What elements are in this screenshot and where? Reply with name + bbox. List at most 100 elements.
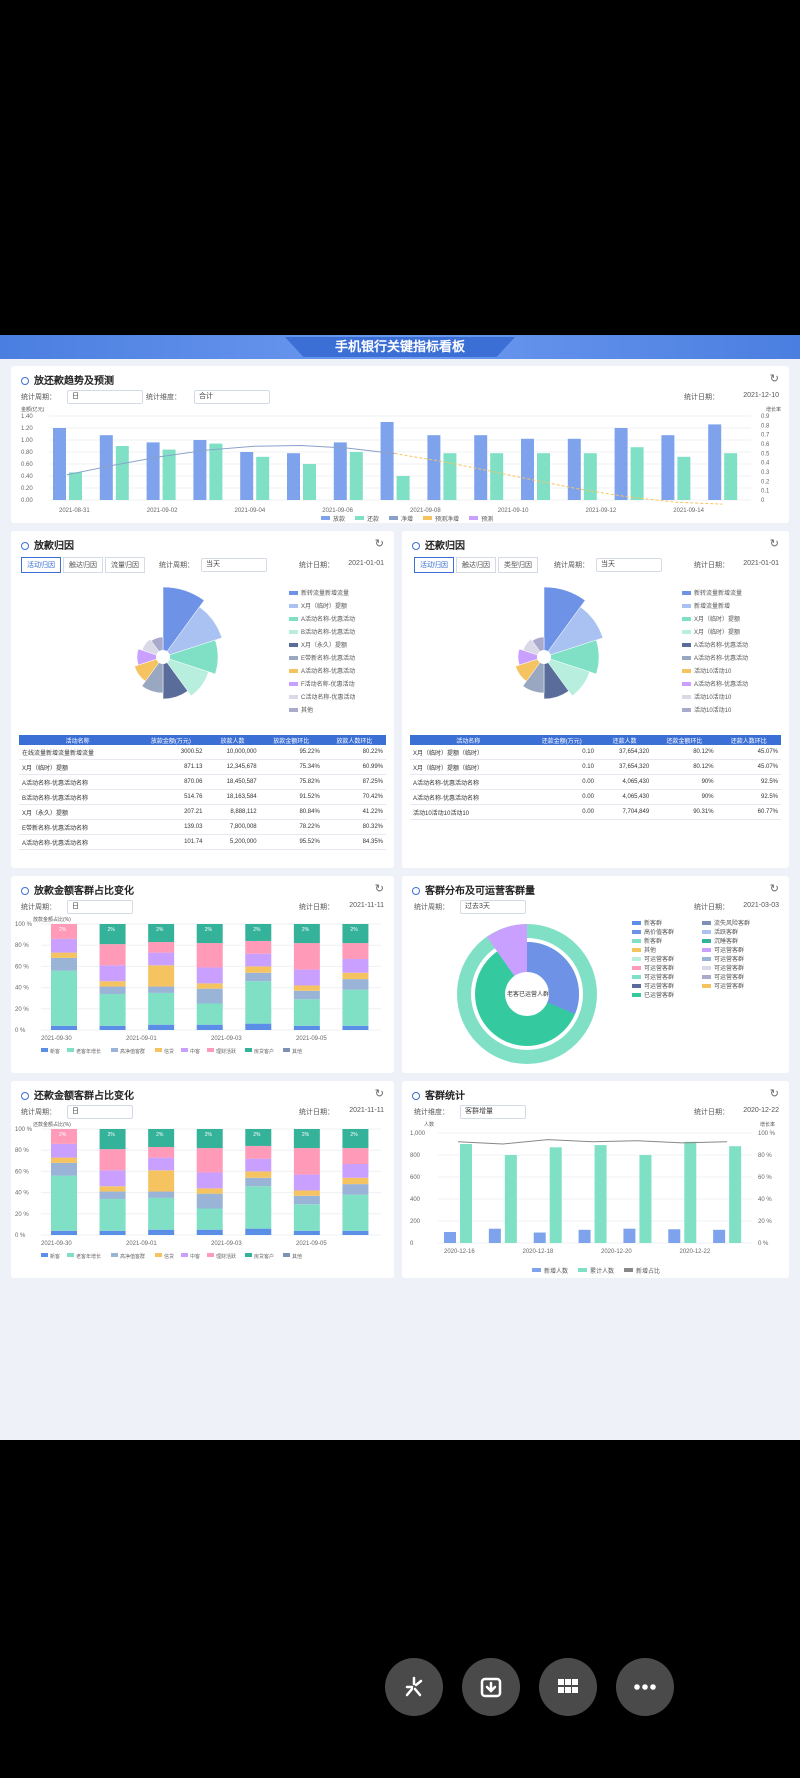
refresh-icon[interactable]: ↻ xyxy=(374,538,384,550)
table-cell: 80.22% xyxy=(322,745,386,760)
table-cell: A活动名称-优惠活动名称 xyxy=(410,774,527,790)
rose-petal xyxy=(517,648,545,666)
stack-segment xyxy=(99,1186,126,1192)
y-tick-label: 80 % xyxy=(15,1148,29,1154)
legend-item: A活动名称-优惠活动 xyxy=(682,651,748,664)
column-header[interactable]: 放款金额环比 xyxy=(259,735,323,745)
stack-segment xyxy=(99,1198,126,1231)
legend-item: 活动10活动10 xyxy=(682,690,748,703)
panel-repay-share: 还款金额客群占比变化 ↻ 统计周期： 日 统计日期： 2021-11-11 还款… xyxy=(11,1081,394,1278)
y-tick-label: 0.00 xyxy=(21,498,33,504)
stack-segment xyxy=(196,924,223,944)
segment-legend: 新客群 流失风险客群 高价值客群 活跃客群 新客群 沉睡客群 其他 可运营客群 可运营客群 可运营… xyxy=(632,918,772,999)
refresh-icon[interactable]: ↻ xyxy=(769,1088,779,1100)
column-header[interactable]: 活动名称 xyxy=(410,735,527,745)
table-cell: 60.77% xyxy=(716,804,781,820)
stack-segment xyxy=(51,1230,77,1235)
sunburst-chart: 老客已运营人群 xyxy=(457,924,597,1064)
stack-segment xyxy=(293,969,320,986)
x-tick-label: 2021-09-03 xyxy=(211,1241,242,1247)
bar-total xyxy=(594,1145,607,1243)
legend-item: A活动名称-优惠活动 xyxy=(289,612,355,625)
stack-segment xyxy=(342,1025,369,1030)
tab-traffic[interactable]: 流量归因 xyxy=(105,557,145,573)
table-row: X月（临时）提额（临时） 0.10 37,654,320 80.12% 45.07% xyxy=(410,759,781,775)
column-header[interactable]: 还款金额(万元) xyxy=(526,735,597,745)
download-button[interactable] xyxy=(462,1658,520,1716)
legend-item: 可运营客群 xyxy=(632,981,702,990)
y-tick-label: 1.00 xyxy=(21,438,33,444)
refresh-icon[interactable]: ↻ xyxy=(769,373,779,385)
table-cell: 95.22% xyxy=(259,745,323,760)
stack-segment xyxy=(293,943,320,970)
table-cell: 10,000,000 xyxy=(205,745,260,760)
table-cell: 在线流量新增流量新增流量 xyxy=(19,745,137,760)
bar-loan xyxy=(427,435,441,500)
legend-swatch xyxy=(155,1253,162,1257)
stack-segment xyxy=(293,1195,320,1205)
table-row: X月（永久）提额 207.21 8,888,112 80.84% 41.22% xyxy=(19,804,386,820)
column-header[interactable]: 还款人数 xyxy=(596,735,653,745)
data-label: 2% xyxy=(59,1132,67,1138)
stack-segment xyxy=(293,1204,320,1231)
tab-activity[interactable]: 活动归因 xyxy=(414,557,454,573)
refresh-icon[interactable]: ↻ xyxy=(374,1088,384,1100)
legend-label: 中客 xyxy=(190,1048,200,1055)
table-cell: B活动名称-优惠活动名称 xyxy=(19,789,137,805)
rose-petal xyxy=(543,656,570,700)
y2-tick-label: 0.8 xyxy=(761,423,770,429)
panel-loan-share: 放款金额客群占比变化 ↻ 统计周期： 日 统计日期： 2021-11-11 放款… xyxy=(11,876,394,1073)
period-select[interactable]: 日 xyxy=(67,1105,133,1119)
dimension-select[interactable]: 客群增量 xyxy=(460,1105,526,1119)
stack-segment xyxy=(148,1147,175,1158)
column-header[interactable]: 放款人数环比 xyxy=(322,735,386,745)
bar-total xyxy=(684,1141,697,1243)
table-cell: 0.00 xyxy=(526,789,597,805)
tab-activity[interactable]: 活动归因 xyxy=(21,557,61,573)
legend-item: 可运营客群 xyxy=(702,963,772,972)
x-tick-label: 2021-09-06 xyxy=(322,508,353,514)
table-cell: X月（永久）提额 xyxy=(19,804,137,820)
column-header[interactable]: 还款金额环比 xyxy=(652,735,717,745)
column-header[interactable]: 放款金额(万元) xyxy=(136,735,206,745)
stack-segment xyxy=(51,952,77,958)
period-select[interactable]: 当天 xyxy=(596,558,662,572)
legend-item: X月（临时）提额 xyxy=(289,599,355,612)
legend-item: E带新名称-优惠活动 xyxy=(289,651,355,664)
bar-repay xyxy=(443,453,457,500)
column-header[interactable]: 还款人数环比 xyxy=(716,735,781,745)
bar-repay xyxy=(396,476,410,500)
repay-table: 活动名称 还款金额(万元) 还款人数 还款金额环比 还款人数环比 X月（临时）提额（临时）… xyxy=(410,735,781,820)
y-tick-label: 0 xyxy=(410,1241,414,1247)
refresh-icon[interactable]: ↻ xyxy=(374,883,384,895)
grid-button[interactable] xyxy=(539,1658,597,1716)
x-tick-label: 2021-09-01 xyxy=(126,1036,157,1042)
table-cell: 871.13 xyxy=(136,759,206,775)
tab-reach[interactable]: 触达归因 xyxy=(456,557,496,573)
stack-segment xyxy=(99,1230,126,1235)
net-line xyxy=(66,445,395,476)
refresh-icon[interactable]: ↻ xyxy=(769,538,779,550)
legend-item: 活动10活动10 xyxy=(682,664,748,677)
rose-petal xyxy=(543,639,600,675)
legend-item: 已运营客群 xyxy=(632,990,702,999)
share-button[interactable] xyxy=(385,1658,443,1716)
table-cell: 80.12% xyxy=(652,759,717,775)
dimension-select[interactable]: 合计 xyxy=(194,390,270,404)
column-header[interactable]: 活动名称 xyxy=(19,735,137,745)
tab-type[interactable]: 类型归因 xyxy=(498,557,538,573)
stack-segment xyxy=(51,957,77,971)
period-select[interactable]: 日 xyxy=(67,900,133,914)
refresh-icon[interactable]: ↻ xyxy=(769,883,779,895)
segment-bar-chart: 1,000 800 600 400 200 0 100 % 80 % 60 % 40 % 20 % 0… xyxy=(410,1131,776,1255)
table-cell: X月（临时）提额（临时） xyxy=(410,759,527,775)
bar-loan xyxy=(193,440,207,500)
legend-swatch xyxy=(181,1048,188,1052)
period-select[interactable]: 过去3天 xyxy=(460,900,526,914)
period-select[interactable]: 日 xyxy=(67,390,143,404)
period-select[interactable]: 当天 xyxy=(201,558,267,572)
tab-reach[interactable]: 触达归因 xyxy=(63,557,103,573)
table-cell: 84.35% xyxy=(322,834,386,850)
column-header[interactable]: 放款人数 xyxy=(205,735,260,745)
more-button[interactable] xyxy=(616,1658,674,1716)
